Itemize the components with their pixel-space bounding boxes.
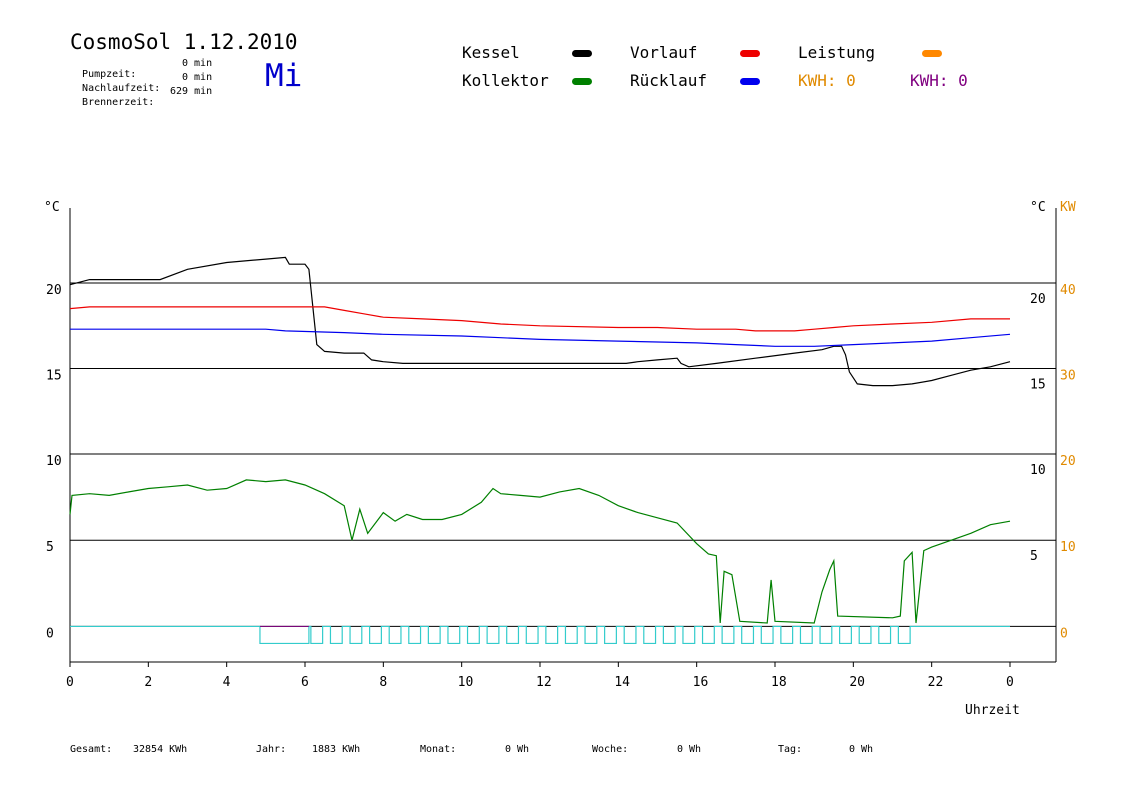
left-tick-label-5: 5 bbox=[46, 540, 54, 555]
x-tick-label-6: 12 bbox=[536, 675, 552, 690]
legend-kessel-swatch bbox=[572, 50, 592, 57]
chart-title: CosmoSol 1.12.2010 bbox=[70, 30, 298, 54]
brennerzeit-stat: Brennerzeit: bbox=[70, 86, 154, 108]
x-tick-label-4: 8 bbox=[379, 675, 387, 690]
nachlaufzeit-stat: Nachlaufzeit: bbox=[70, 72, 160, 94]
x-tick-label-2: 4 bbox=[223, 675, 231, 690]
series-kollektor-line bbox=[69, 479, 1011, 624]
legend-kwh-2: KWH: 0 bbox=[910, 71, 968, 90]
power-cycle-line bbox=[70, 625, 1010, 645]
pumpzeit-value: 0 min bbox=[182, 58, 213, 69]
x-tick-label-7: 14 bbox=[614, 675, 630, 690]
x-tick-label-8: 16 bbox=[693, 675, 709, 690]
footer-gesamt-label: Gesamt: bbox=[70, 744, 113, 755]
right-tick-label-power-20: 20 bbox=[1060, 454, 1076, 469]
legend-ruecklauf-label: Rücklauf bbox=[630, 71, 708, 90]
right-tick-label-temp-10: 10 bbox=[1030, 463, 1046, 478]
footer-tag-value: 0 Wh bbox=[849, 744, 874, 755]
legend-kwh-1: KWH: 0 bbox=[798, 71, 856, 90]
x-tick-label-12: 0 bbox=[1006, 675, 1014, 690]
right-tick-label-power-10: 10 bbox=[1060, 540, 1076, 555]
x-tick-label-5: 10 bbox=[458, 675, 474, 690]
footer-tag-label: Tag: bbox=[778, 744, 803, 755]
footer-woche-value: 0 Wh bbox=[677, 744, 702, 755]
series-vorlauf-line bbox=[69, 306, 1010, 332]
x-tick-label-9: 18 bbox=[771, 675, 787, 690]
x-tick-label-1: 2 bbox=[144, 675, 152, 690]
series-rcklauf-line bbox=[70, 328, 1011, 347]
footer-jahr-value: 1883 KWh bbox=[312, 744, 361, 755]
footer-woche-label: Woche: bbox=[592, 744, 629, 755]
pumpzeit-label: Pumpzeit: bbox=[82, 69, 137, 80]
left-axis-unit: °C bbox=[44, 200, 60, 215]
footer-jahr-label: Jahr: bbox=[256, 744, 287, 755]
legend-leistung-label: Leistung bbox=[798, 43, 876, 62]
pumpzeit-stat: Pumpzeit: bbox=[70, 58, 136, 80]
left-tick-label-20: 20 bbox=[46, 283, 62, 298]
legend-vorlauf-swatch bbox=[740, 50, 760, 57]
brennerzeit-value: 629 min bbox=[170, 86, 213, 97]
legend-kollektor-swatch bbox=[572, 78, 592, 85]
legend-vorlauf-label: Vorlauf bbox=[630, 43, 698, 62]
footer-monat-value: 0 Wh bbox=[505, 744, 530, 755]
x-tick-label-10: 20 bbox=[849, 675, 865, 690]
nachlaufzeit-label: Nachlaufzeit: bbox=[82, 83, 161, 94]
right-tick-label-power-0: 0 bbox=[1060, 626, 1068, 641]
x-tick-label-3: 6 bbox=[301, 675, 309, 690]
right-axis-unit-power: KW bbox=[1060, 200, 1076, 215]
right-axis-unit-temp: °C bbox=[1030, 200, 1046, 215]
right-tick-label-temp-15: 15 bbox=[1030, 378, 1046, 393]
x-tick-label-0: 0 bbox=[66, 675, 74, 690]
legend-leistung-swatch bbox=[922, 50, 942, 57]
weekday-label: Mi bbox=[265, 58, 303, 94]
nachlaufzeit-value: 0 min bbox=[182, 72, 213, 83]
left-tick-label-10: 10 bbox=[46, 454, 62, 469]
left-tick-label-15: 15 bbox=[46, 369, 62, 384]
right-tick-label-power-40: 40 bbox=[1060, 283, 1076, 298]
x-axis-label: Uhrzeit bbox=[965, 703, 1020, 718]
brennerzeit-label: Brennerzeit: bbox=[82, 97, 155, 108]
legend-kollektor-label: Kollektor bbox=[462, 71, 549, 90]
right-tick-label-temp-20: 20 bbox=[1030, 292, 1046, 307]
legend-kessel-label: Kessel bbox=[462, 43, 520, 62]
series-kessel-line bbox=[69, 256, 1011, 387]
right-tick-label-power-30: 30 bbox=[1060, 369, 1076, 384]
legend-ruecklauf-swatch bbox=[740, 78, 760, 85]
right-tick-label-temp-5: 5 bbox=[1030, 549, 1038, 564]
footer-gesamt-value: 32854 KWh bbox=[133, 744, 188, 755]
left-tick-label-0: 0 bbox=[46, 626, 54, 641]
footer-monat-label: Monat: bbox=[420, 744, 457, 755]
x-tick-label-11: 22 bbox=[928, 675, 944, 690]
